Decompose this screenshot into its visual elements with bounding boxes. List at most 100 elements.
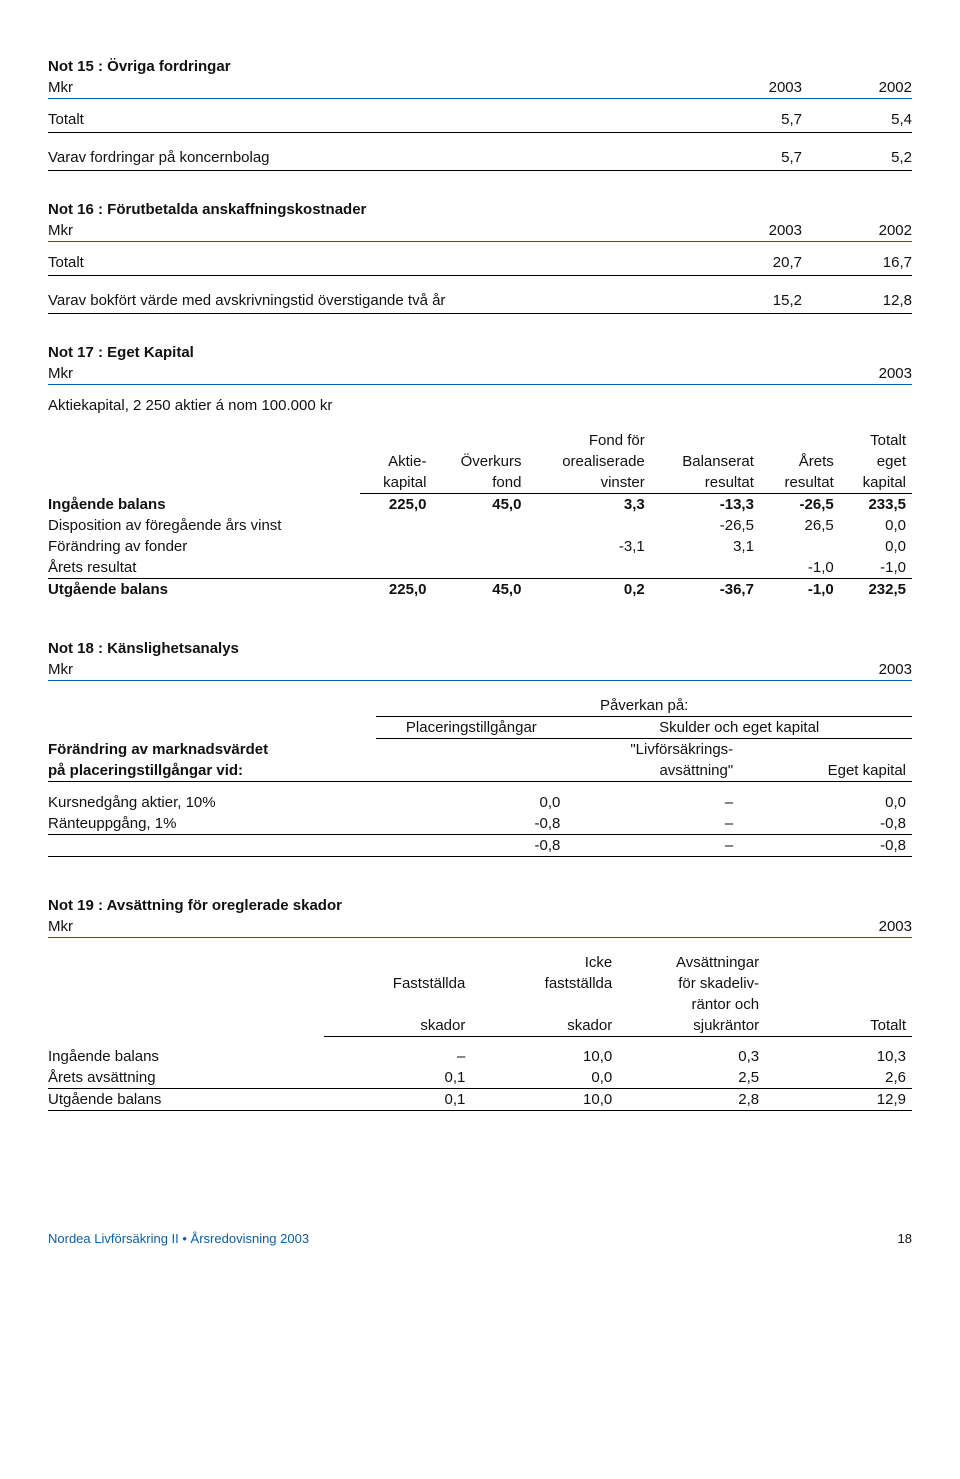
cell: 2,6	[765, 1067, 912, 1089]
liv-label: "Livförsäkrings-	[566, 739, 739, 761]
col-head	[765, 994, 912, 1015]
row-label: Årets avsättning	[48, 1067, 324, 1089]
col-head: sjukräntor	[618, 1015, 765, 1037]
col-head	[471, 994, 618, 1015]
note18-title: Not 18 : Känslighetsanalys	[48, 640, 912, 657]
year-col: 2003	[802, 365, 912, 382]
year-col: 2002	[802, 79, 912, 96]
cell: 10,3	[765, 1046, 912, 1067]
cell	[651, 557, 760, 579]
cell: 3,1	[651, 536, 760, 557]
footer-text: Nordea Livförsäkring II • Årsredovisning…	[48, 1231, 309, 1246]
cell: –	[324, 1046, 471, 1067]
row-label: Utgående balans	[48, 1089, 324, 1111]
paverkan-label: Påverkan på:	[376, 695, 912, 717]
col-head: vinster	[527, 472, 650, 494]
col-head: Balanserat	[651, 451, 760, 472]
table-header-row: Påverkan på:	[48, 695, 912, 717]
col-head	[432, 430, 527, 451]
col-head: räntor och	[618, 994, 765, 1015]
note17-title: Not 17 : Eget Kapital	[48, 344, 912, 361]
col-head: eget	[840, 451, 912, 472]
row-label: Årets resultat	[48, 557, 360, 579]
cell: -26,5	[651, 515, 760, 536]
page-footer: Nordea Livförsäkring II • Årsredovisning…	[48, 1231, 912, 1246]
cell: -36,7	[651, 579, 760, 601]
table-sum-row: -0,8 – -0,8	[48, 834, 912, 856]
cell: 5,4	[802, 111, 912, 128]
cell: –	[566, 792, 739, 813]
cell: 2,5	[618, 1067, 765, 1089]
cell: 0,3	[618, 1046, 765, 1067]
col-head	[324, 994, 471, 1015]
cell: 233,5	[840, 494, 912, 516]
page-number: 18	[898, 1231, 912, 1246]
col-head: Icke	[471, 952, 618, 973]
col-head: orealiserade	[527, 451, 650, 472]
row-label: Ingående balans	[48, 1046, 324, 1067]
col-head: Årets	[760, 451, 840, 472]
note18-header: Mkr 2003	[48, 659, 912, 681]
note18-table: Påverkan på: Placeringstillgångar Skulde…	[48, 695, 912, 857]
cell: 5,7	[692, 111, 802, 128]
col-head: Fond för	[527, 430, 650, 451]
col-head	[765, 952, 912, 973]
row-label: Förändring av fonder	[48, 536, 360, 557]
table-row: Årets resultat -1,0 -1,0	[48, 557, 912, 579]
cell	[527, 557, 650, 579]
table-row: Varav bokfört värde med avskrivningstid …	[48, 290, 912, 311]
table-header-row: Icke Avsättningar	[48, 952, 912, 973]
col-head	[360, 430, 432, 451]
col-head: Totalt	[840, 430, 912, 451]
col-head	[651, 430, 760, 451]
cell: 225,0	[360, 494, 432, 516]
cell	[432, 515, 527, 536]
year-col: 2003	[802, 918, 912, 935]
cell: -3,1	[527, 536, 650, 557]
table-header-row: räntor och	[48, 994, 912, 1015]
table-header-row: kapital fond vinster resultat resultat k…	[48, 472, 912, 494]
col-head: Fastställda	[324, 973, 471, 994]
cell: 225,0	[360, 579, 432, 601]
col-head: Överkurs	[432, 451, 527, 472]
table-row: Varav fordringar på koncernbolag 5,7 5,2	[48, 147, 912, 168]
cell: 0,0	[471, 1067, 618, 1089]
col-head: Avsättningar	[618, 952, 765, 973]
cell	[527, 515, 650, 536]
cell: 0,1	[324, 1089, 471, 1111]
row-label: Kursnedgång aktier, 10%	[48, 792, 376, 813]
col-head: för skadeliv-	[618, 973, 765, 994]
cell: -0,8	[376, 813, 566, 835]
cell: -1,0	[840, 557, 912, 579]
cell: 0,2	[527, 579, 650, 601]
table-header-row: Fond för Totalt	[48, 430, 912, 451]
cell: -1,0	[760, 579, 840, 601]
mkr-label: Mkr	[48, 918, 802, 935]
cell	[360, 536, 432, 557]
cell: 12,8	[802, 292, 912, 309]
row-label: Ränteuppgång, 1%	[48, 813, 376, 835]
note15-title: Not 15 : Övriga fordringar	[48, 58, 912, 75]
table-row: Förändring av fonder -3,1 3,1 0,0	[48, 536, 912, 557]
table-header-row: skador skador sjukräntor Totalt	[48, 1015, 912, 1037]
col-head	[765, 973, 912, 994]
cell: –	[566, 834, 739, 856]
col-head: Aktie-	[360, 451, 432, 472]
ptg-label: Placeringstillgångar	[376, 717, 566, 739]
note19-table: Icke Avsättningar Fastställda fastställd…	[48, 952, 912, 1112]
col-head	[760, 430, 840, 451]
row-label: Disposition av föregående års vinst	[48, 515, 360, 536]
col-head: fond	[432, 472, 527, 494]
row-label: Varav bokfört värde med avskrivningstid …	[48, 292, 692, 309]
cell: -26,5	[760, 494, 840, 516]
cell: 20,7	[692, 254, 802, 271]
table-header-row: Fastställda fastställda för skadeliv-	[48, 973, 912, 994]
row-label: Varav fordringar på koncernbolag	[48, 149, 692, 166]
col-head: kapital	[360, 472, 432, 494]
table-row: Totalt 5,7 5,4	[48, 109, 912, 130]
col-head: skador	[324, 1015, 471, 1037]
cell: -0,8	[376, 834, 566, 856]
note19-header: Mkr 2003	[48, 916, 912, 938]
mkr-label: Mkr	[48, 222, 692, 239]
cell: -0,8	[739, 834, 912, 856]
